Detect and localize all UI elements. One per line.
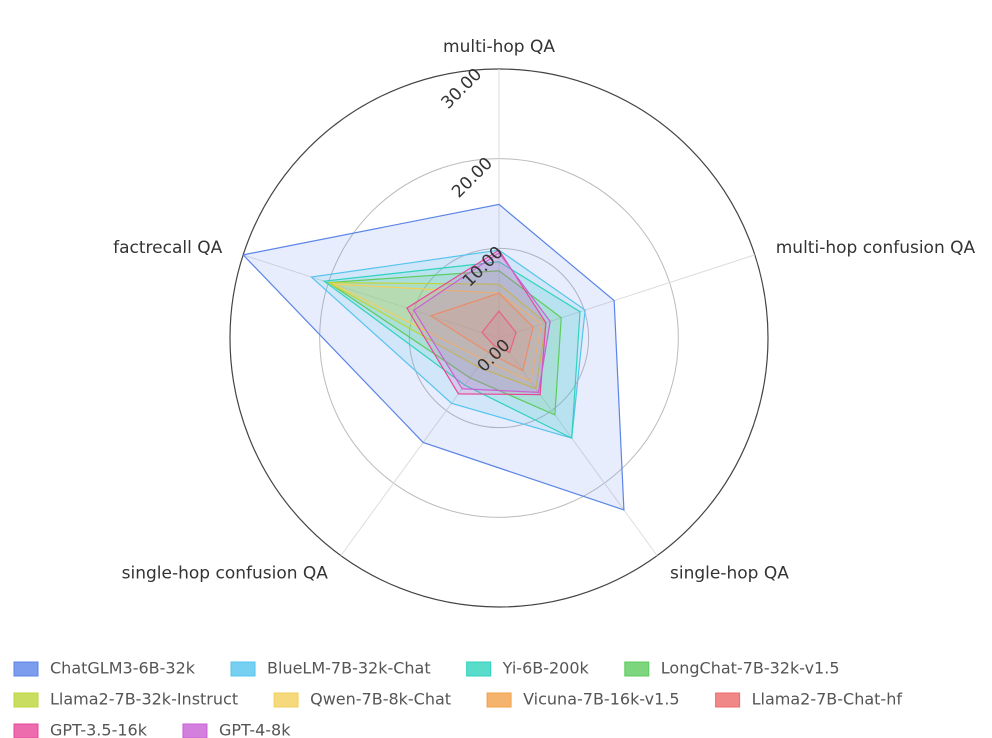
series-area [481, 310, 517, 354]
legend-swatch [13, 723, 39, 738]
axis-label: single-hop confusion QA [122, 563, 329, 583]
legend-swatch [486, 692, 512, 708]
legend-label: BlueLM-7B-32k-Chat [267, 659, 431, 678]
legend-swatch [182, 723, 208, 738]
legend-label: Llama2-7B-32k-Instruct [50, 690, 238, 709]
legend-swatch [273, 692, 299, 708]
legend-swatch [13, 661, 39, 677]
legend-label: Llama2-7B-Chat-hf [752, 690, 903, 709]
axis-label: multi-hop QA [443, 37, 555, 57]
spoke [340, 337, 500, 556]
axis-label: single-hop QA [670, 563, 789, 583]
legend-label: GPT-3.5-16k [50, 721, 148, 738]
legend-swatch [230, 661, 256, 677]
series-area [332, 283, 543, 383]
axis-label: multi-hop confusion QA [776, 238, 976, 258]
spoke [498, 337, 658, 556]
legend-label: LongChat-7B-32k-v1.5 [661, 659, 840, 678]
legend-label: Yi-6B-200k [502, 659, 590, 678]
legend-label: Vicuna-7B-16k-v1.5 [523, 690, 680, 709]
legend-label: Qwen-7B-8k-Chat [310, 690, 451, 709]
legend-label: GPT-4-8k [219, 721, 291, 738]
legend-swatch [466, 661, 492, 677]
series-area [326, 270, 562, 416]
series-area [406, 249, 547, 396]
spoke [243, 254, 500, 339]
legend-swatch [624, 661, 650, 677]
axis-label: factrecall QA [113, 238, 222, 258]
legend-swatch [715, 692, 741, 708]
series-area [412, 251, 551, 394]
legend-label: ChatGLM3-6B-32k [50, 659, 196, 678]
legend-swatch [13, 692, 39, 708]
